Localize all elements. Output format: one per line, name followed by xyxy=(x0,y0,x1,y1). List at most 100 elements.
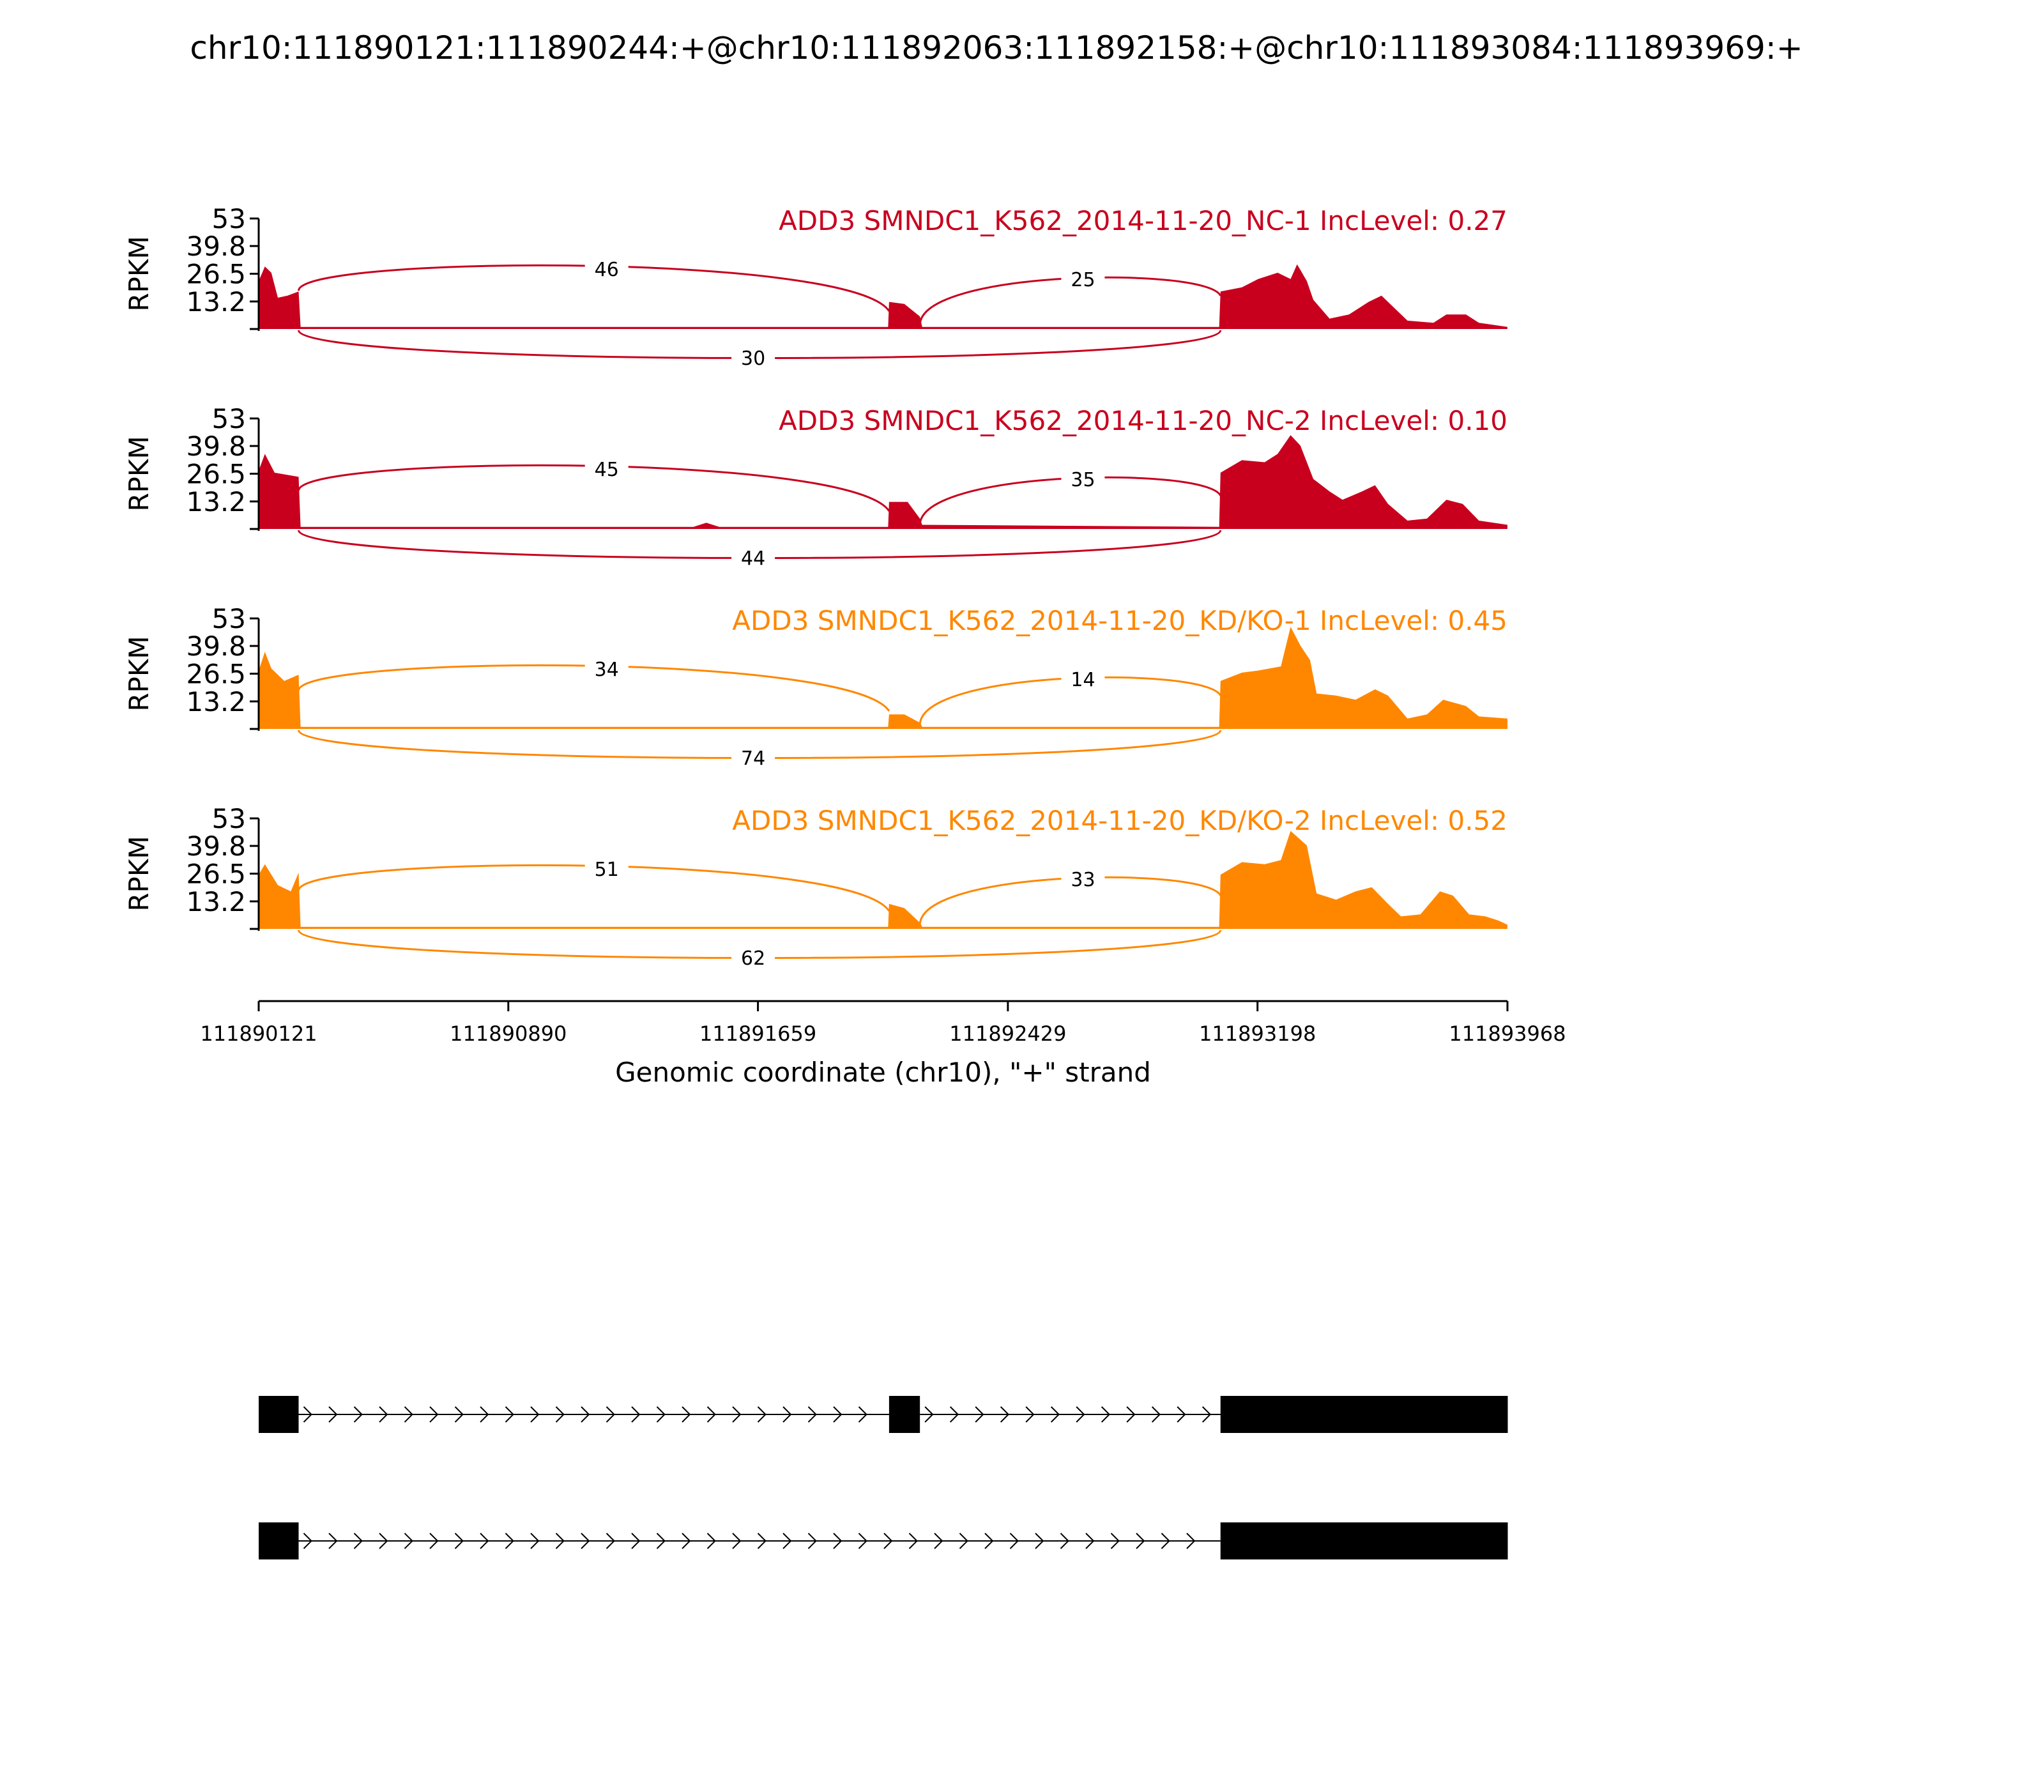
strand-arrow xyxy=(949,1406,959,1423)
strand-arrow xyxy=(706,1406,716,1423)
strand-arrow xyxy=(1136,1533,1145,1549)
strand-arrow xyxy=(404,1406,413,1423)
y-tick-label: 13.2 xyxy=(186,686,246,717)
strand-arrow xyxy=(908,1533,918,1549)
y-tick-label: 39.8 xyxy=(186,831,246,862)
skipping-junction-count-bg xyxy=(731,346,775,370)
x-axis: 111890121 111890890 111891659 111892429 1118… xyxy=(200,1000,1566,1088)
strand-arrow xyxy=(782,1406,792,1423)
exon-block xyxy=(889,1396,920,1433)
figure-title: chr10:111890121:111890244:+@chr10:111892… xyxy=(190,29,1803,66)
strand-arrow xyxy=(1025,1406,1035,1423)
strand-arrow xyxy=(631,1533,641,1549)
strand-arrow xyxy=(631,1406,641,1423)
y-tick-label: 39.8 xyxy=(186,231,246,262)
strand-arrow xyxy=(757,1406,766,1423)
strand-arrow xyxy=(1035,1533,1044,1549)
strand-arrow xyxy=(858,1533,867,1549)
strand-arrow xyxy=(706,1533,716,1549)
upstream-junction-count: 51 xyxy=(595,859,619,881)
downstream-junction-count-bg xyxy=(1061,867,1105,891)
x-tick-label: 111890890 xyxy=(450,1022,567,1046)
y-tick-label: 26.5 xyxy=(186,859,246,890)
strand-arrow xyxy=(454,1406,464,1423)
y-tick-label: 39.8 xyxy=(186,431,246,462)
strand-arrow xyxy=(1201,1406,1212,1423)
y-tick-label: 26.5 xyxy=(186,459,246,490)
strand-arrow xyxy=(732,1533,742,1549)
strand-arrow xyxy=(555,1533,565,1549)
strand-arrow xyxy=(682,1406,691,1423)
y-tick-label: 53 xyxy=(212,603,246,634)
strand-arrow xyxy=(429,1406,439,1423)
upstream-junction-count-bg xyxy=(584,457,629,481)
strand-arrow xyxy=(555,1406,565,1423)
isoform-track xyxy=(259,1396,1508,1433)
skipping-junction-count: 74 xyxy=(741,747,765,770)
strand-arrow xyxy=(1050,1406,1060,1423)
strand-arrow xyxy=(429,1533,439,1549)
strand-arrow xyxy=(1177,1406,1186,1423)
strand-arrow xyxy=(757,1533,766,1549)
downstream-junction-count-bg xyxy=(1061,467,1105,491)
coverage-panel: 13.226.539.853 RPKM ADD3 SMNDC1_K562_2014-… xyxy=(123,203,1507,370)
strand-arrow xyxy=(303,1406,312,1423)
strand-arrow xyxy=(1076,1406,1085,1423)
coverage-area xyxy=(259,627,1507,729)
y-tick-label: 26.5 xyxy=(186,259,246,290)
x-tick-label: 111893968 xyxy=(1449,1022,1566,1046)
strand-arrow xyxy=(1000,1406,1010,1423)
strand-arrow xyxy=(606,1533,615,1549)
skipping-junction-count: 62 xyxy=(741,947,765,970)
strand-arrow xyxy=(883,1533,893,1549)
coverage-area xyxy=(259,264,1507,329)
strand-arrow xyxy=(807,1406,817,1423)
strand-arrow xyxy=(1126,1406,1136,1423)
isoform-structures xyxy=(259,1396,1508,1559)
downstream-junction-count: 14 xyxy=(1071,669,1095,691)
y-tick-label: 53 xyxy=(212,203,246,234)
upstream-junction-count: 46 xyxy=(595,259,619,281)
y-axis-label: RPKM xyxy=(123,436,155,511)
downstream-junction-count: 25 xyxy=(1071,269,1095,291)
downstream-junction-count-bg xyxy=(1061,267,1105,291)
strand-arrow xyxy=(782,1533,792,1549)
strand-arrow xyxy=(1085,1533,1095,1549)
strand-arrow xyxy=(505,1406,514,1423)
coverage-area xyxy=(259,831,1507,929)
downstream-junction-count: 35 xyxy=(1071,469,1095,491)
upstream-junction-arc xyxy=(298,664,890,712)
y-tick-label: 26.5 xyxy=(186,659,246,690)
strand-arrow xyxy=(975,1406,984,1423)
upstream-junction-count: 34 xyxy=(595,659,619,681)
downstream-junction-count-bg xyxy=(1061,667,1105,691)
strand-arrow xyxy=(1101,1406,1111,1423)
sample-label: ADD3 SMNDC1_K562_2014-11-20_NC-1 IncLeve… xyxy=(779,205,1507,236)
y-tick-label: 13.2 xyxy=(186,486,246,517)
downstream-junction-count: 33 xyxy=(1071,869,1095,891)
strand-arrow xyxy=(833,1533,843,1549)
exon-block xyxy=(1220,1396,1508,1433)
strand-arrow xyxy=(682,1533,691,1549)
exon-block xyxy=(1220,1522,1508,1559)
x-tick-label: 111890121 xyxy=(200,1022,317,1046)
strand-arrow xyxy=(480,1533,489,1549)
strand-arrow xyxy=(732,1406,742,1423)
strand-arrow xyxy=(807,1533,817,1549)
skipping-junction-count: 44 xyxy=(741,548,765,570)
coverage-panel: 13.226.539.853 RPKM ADD3 SMNDC1_K562_2014-… xyxy=(123,403,1507,570)
exon-block xyxy=(259,1396,299,1433)
sample-label: ADD3 SMNDC1_K562_2014-11-20_KD/KO-2 IncL… xyxy=(732,805,1507,836)
strand-arrow xyxy=(581,1533,590,1549)
strand-arrow xyxy=(858,1406,867,1423)
strand-arrow xyxy=(353,1533,363,1549)
skipping-junction-count-bg xyxy=(731,946,775,970)
strand-arrow xyxy=(530,1406,540,1423)
upstream-junction-arc xyxy=(298,864,890,912)
strand-arrow xyxy=(505,1533,514,1549)
y-tick-label: 53 xyxy=(212,803,246,834)
x-axis-label: Genomic coordinate (chr10), "+" strand xyxy=(615,1057,1151,1088)
strand-arrow xyxy=(934,1533,943,1549)
